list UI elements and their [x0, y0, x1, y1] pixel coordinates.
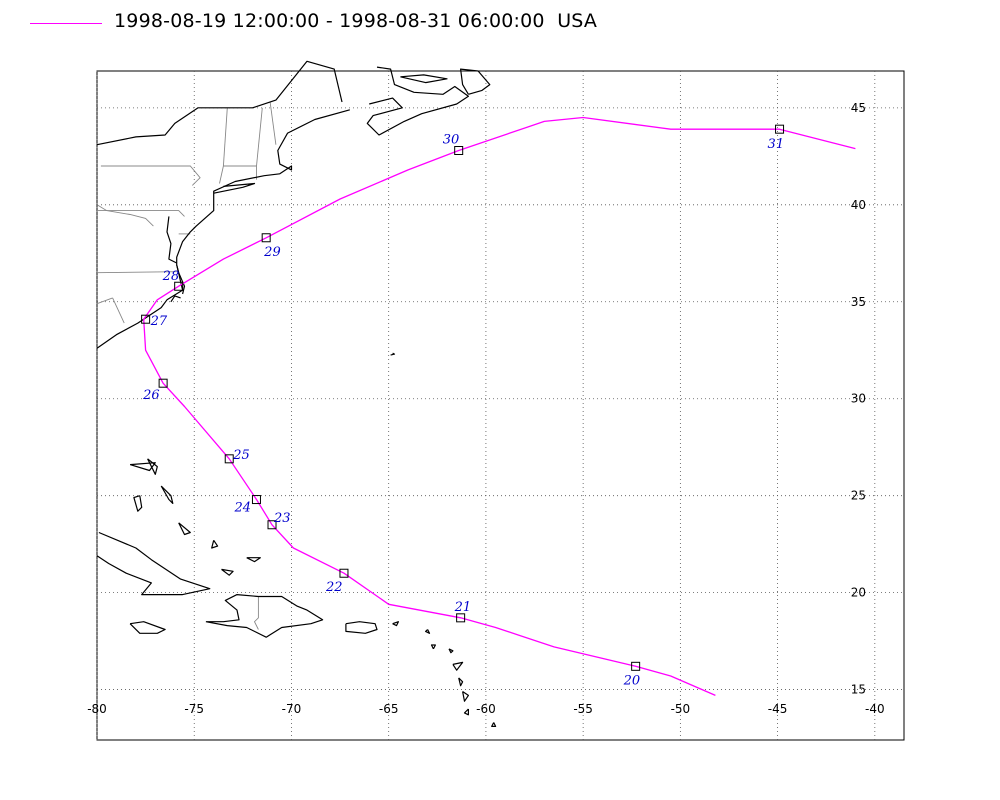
border-line — [96, 204, 154, 227]
coastline — [96, 60, 343, 146]
coastline — [147, 458, 158, 475]
day-label-26: 26 — [142, 388, 160, 403]
day-label-23: 23 — [273, 511, 291, 526]
coastline — [460, 68, 491, 95]
x-tick-label: -70 — [282, 702, 302, 716]
daily-markers: 20 21 22 23 24 25 26 27 28 29 30 31 — [141, 124, 785, 688]
coastline — [129, 462, 156, 472]
x-tick-label: -45 — [768, 702, 788, 716]
coastline — [133, 495, 143, 512]
day-marker-29 — [261, 233, 271, 243]
legend: 1998-08-19 12:00:00 - 1998-08-31 06:00:0… — [30, 10, 930, 36]
border-line — [96, 297, 113, 305]
coastline — [160, 485, 174, 504]
day-label-28: 28 — [162, 269, 180, 284]
coastline — [425, 629, 431, 634]
coastline — [448, 648, 454, 654]
border-line — [219, 165, 257, 184]
coastline — [246, 557, 261, 563]
border-line — [222, 107, 228, 167]
coastline — [430, 644, 436, 650]
coastline — [129, 621, 166, 634]
day-marker-28 — [174, 281, 184, 291]
track-line — [143, 116, 856, 696]
day-label-21: 21 — [454, 600, 472, 615]
day-label-27: 27 — [150, 314, 168, 329]
border-line — [253, 596, 259, 630]
border-line — [100, 165, 201, 186]
border-line — [96, 271, 177, 274]
x-tick-label: -60 — [476, 702, 496, 716]
coastline — [462, 691, 469, 702]
x-tick-label: -65 — [379, 702, 399, 716]
coastlines — [96, 60, 497, 728]
y-tick-label: 30 — [851, 392, 866, 406]
day-marker-26 — [158, 378, 168, 388]
day-label-29: 29 — [263, 245, 281, 260]
border-line — [97, 210, 185, 217]
axis-tick-labels: -80 -75 -70 -65 -60 -55 -50 -45 -40 15 20 25 30 35 40 4… — [87, 101, 884, 716]
day-marker-22 — [339, 568, 349, 578]
day-marker-27 — [141, 314, 151, 324]
border-line — [256, 107, 263, 167]
map-grid — [96, 71, 904, 740]
day-marker-23 — [267, 520, 277, 530]
y-tick-label: 25 — [851, 489, 866, 503]
coastline — [213, 182, 256, 194]
day-marker-31 — [775, 124, 785, 134]
x-tick-label: -40 — [865, 702, 885, 716]
coastline — [366, 66, 469, 136]
coastline — [400, 74, 448, 84]
day-marker-25 — [224, 454, 234, 464]
day-label-31: 31 — [768, 137, 785, 152]
day-label-24: 24 — [233, 501, 251, 516]
day-label-30: 30 — [443, 133, 460, 148]
coastline — [96, 109, 350, 349]
coastline — [166, 216, 177, 264]
map-frame — [96, 70, 905, 741]
coastline — [178, 522, 191, 536]
political-borders — [96, 101, 277, 630]
border-line — [269, 101, 277, 145]
x-tick-label: -55 — [573, 702, 593, 716]
coastline — [170, 295, 181, 303]
coastline — [390, 352, 396, 356]
day-label-20: 20 — [623, 673, 641, 688]
day-label-25: 25 — [232, 448, 250, 463]
coastline — [96, 531, 211, 596]
coastline — [491, 722, 497, 728]
y-tick-label: 40 — [851, 198, 866, 212]
y-tick-label: 35 — [851, 295, 866, 309]
coastline — [205, 593, 324, 638]
coastline — [211, 539, 219, 549]
day-marker-24 — [251, 495, 261, 505]
x-tick-label: -80 — [87, 702, 107, 716]
coastline — [392, 621, 399, 627]
y-tick-label: 45 — [851, 101, 866, 115]
day-marker-30 — [454, 146, 464, 156]
coastline — [176, 264, 186, 295]
coastline — [345, 621, 378, 634]
border-line — [112, 297, 125, 324]
x-tick-label: -50 — [671, 702, 691, 716]
storm-track — [143, 116, 856, 696]
legend-text: 1998-08-19 12:00:00 - 1998-08-31 06:00:0… — [114, 10, 598, 32]
day-marker-21 — [456, 613, 466, 623]
coastline — [458, 677, 464, 687]
coastline — [452, 661, 464, 671]
x-tick-label: -75 — [184, 702, 204, 716]
legend-line-swatch — [30, 23, 102, 24]
y-tick-label: 15 — [851, 683, 866, 697]
y-tick-label: 20 — [851, 586, 866, 600]
coastline — [463, 708, 469, 716]
day-marker-20 — [631, 661, 641, 671]
day-label-22: 22 — [325, 580, 343, 595]
coastline — [221, 568, 234, 576]
